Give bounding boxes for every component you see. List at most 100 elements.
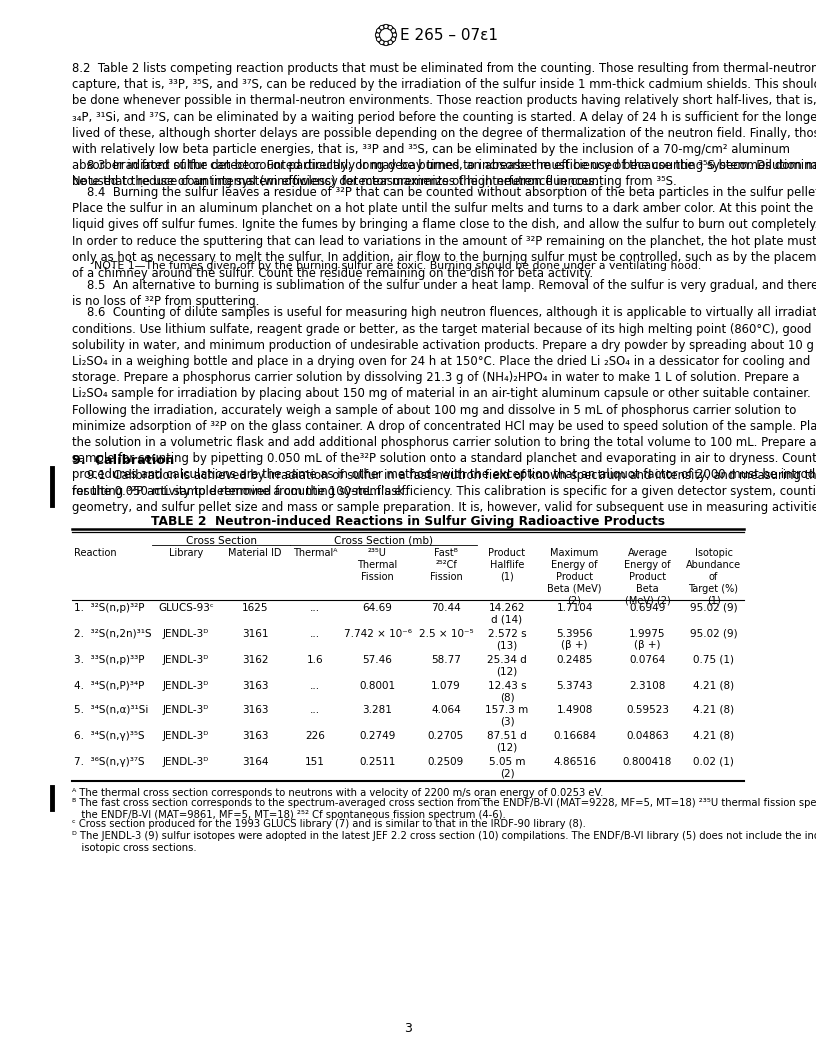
Text: 6.  ³⁴S(n,γ)³⁵S: 6. ³⁴S(n,γ)³⁵S — [74, 731, 144, 741]
Text: 151: 151 — [305, 757, 325, 767]
Text: ...: ... — [310, 603, 320, 612]
Text: 0.2705: 0.2705 — [428, 731, 464, 741]
Text: Material ID: Material ID — [228, 548, 282, 558]
Text: 0.6949: 0.6949 — [629, 603, 666, 612]
Circle shape — [391, 37, 396, 41]
Text: ...: ... — [310, 705, 320, 715]
Text: TABLE 2  Neutron-induced Reactions in Sulfur Giving Radioactive Products: TABLE 2 Neutron-induced Reactions in Sul… — [151, 515, 665, 528]
Text: ...: ... — [310, 629, 320, 639]
Text: 0.02 (1): 0.02 (1) — [693, 757, 734, 767]
Text: 70.44: 70.44 — [431, 603, 461, 612]
Text: ...: ... — [310, 681, 320, 691]
Text: 4.86516: 4.86516 — [553, 757, 596, 767]
Text: NOTE 1—The fumes given off by the burning sulfur are toxic. Burning should be do: NOTE 1—The fumes given off by the burnin… — [94, 261, 701, 270]
Text: 0.2511: 0.2511 — [359, 757, 396, 767]
Text: 5.3956
(β +): 5.3956 (β +) — [557, 629, 592, 650]
Text: 25.34 d
(12): 25.34 d (12) — [487, 655, 527, 677]
Text: ᴮ The fast cross section corresponds to the spectrum-averaged cross section from: ᴮ The fast cross section corresponds to … — [72, 798, 816, 821]
Text: JENDL-3ᴰ: JENDL-3ᴰ — [163, 681, 209, 691]
Text: GLUCS-93ᶜ: GLUCS-93ᶜ — [158, 603, 214, 612]
Text: JENDL-3ᴰ: JENDL-3ᴰ — [163, 655, 209, 665]
Text: Reaction: Reaction — [74, 548, 117, 558]
Text: 0.8001: 0.8001 — [359, 681, 396, 691]
Text: 3.281: 3.281 — [362, 705, 392, 715]
Text: ᶜ Cross section produced for the 1993 GLUCS library (7) and is similar to that i: ᶜ Cross section produced for the 1993 GL… — [72, 819, 586, 829]
Text: JENDL-3ᴰ: JENDL-3ᴰ — [163, 629, 209, 639]
Text: 1.6: 1.6 — [307, 655, 323, 665]
Text: E 265 – 07ε1: E 265 – 07ε1 — [400, 27, 498, 42]
Text: 1.4908: 1.4908 — [557, 705, 592, 715]
Text: Cross Section: Cross Section — [185, 535, 256, 546]
Text: Cross Section (mb): Cross Section (mb) — [334, 535, 433, 546]
Text: 3: 3 — [404, 1022, 412, 1035]
Text: 9.  Calibration: 9. Calibration — [72, 454, 175, 467]
Text: 58.77: 58.77 — [431, 655, 461, 665]
Text: 3163: 3163 — [242, 731, 268, 741]
Circle shape — [392, 33, 397, 37]
Text: 87.51 d
(12): 87.51 d (12) — [487, 731, 527, 753]
Text: 0.2749: 0.2749 — [359, 731, 396, 741]
Text: 0.0764: 0.0764 — [629, 655, 666, 665]
Text: 0.16684: 0.16684 — [553, 731, 596, 741]
Text: 12.43 s
(8): 12.43 s (8) — [488, 681, 526, 702]
Text: 1.  ³²S(n,p)³²P: 1. ³²S(n,p)³²P — [74, 603, 144, 612]
Circle shape — [388, 40, 392, 44]
Text: Fastᴮ
²⁵²Cf
Fission: Fastᴮ ²⁵²Cf Fission — [430, 548, 463, 582]
Text: 8.6  Counting of dilute samples is useful for measuring high neutron fluences, a: 8.6 Counting of dilute samples is useful… — [72, 306, 816, 497]
Text: 7.  ³⁶S(n,γ)³⁷S: 7. ³⁶S(n,γ)³⁷S — [74, 757, 144, 767]
Circle shape — [376, 29, 381, 33]
Text: 3163: 3163 — [242, 681, 268, 691]
Text: 9.1  Calibration is achieved by irradiation of sulfur in a fast-neutron field of: 9.1 Calibration is achieved by irradiati… — [72, 469, 816, 514]
Text: 5.05 m
(2): 5.05 m (2) — [489, 757, 526, 778]
Text: 7.742 × 10⁻⁶: 7.742 × 10⁻⁶ — [344, 629, 411, 639]
Text: 4.21 (8): 4.21 (8) — [693, 681, 734, 691]
Text: 8.3  Irradiated sulfur can be counted directly, or may be burned to increase the: 8.3 Irradiated sulfur can be counted dir… — [72, 158, 816, 188]
Text: 5.3743: 5.3743 — [557, 681, 592, 691]
Text: 0.800418: 0.800418 — [623, 757, 672, 767]
Circle shape — [388, 25, 392, 30]
Text: 4.21 (8): 4.21 (8) — [693, 731, 734, 741]
Text: 1625: 1625 — [242, 603, 268, 612]
Circle shape — [375, 33, 379, 37]
Text: 2.5 × 10⁻⁵: 2.5 × 10⁻⁵ — [419, 629, 473, 639]
Text: 95.02 (9): 95.02 (9) — [690, 629, 738, 639]
Text: Thermalᴬ: Thermalᴬ — [293, 548, 337, 558]
Circle shape — [384, 24, 388, 29]
Text: 3.  ³³S(n,p)³³P: 3. ³³S(n,p)³³P — [74, 655, 144, 665]
Text: 157.3 m
(3): 157.3 m (3) — [486, 705, 529, 727]
Text: Library: Library — [169, 548, 203, 558]
Text: JENDL-3ᴰ: JENDL-3ᴰ — [163, 757, 209, 767]
Text: 8.2  Table 2 lists competing reaction products that must be eliminated from the : 8.2 Table 2 lists competing reaction pro… — [72, 62, 816, 188]
Text: 95.02 (9): 95.02 (9) — [690, 603, 738, 612]
Text: 14.262
d (14): 14.262 d (14) — [489, 603, 526, 624]
Text: 64.69: 64.69 — [362, 603, 392, 612]
Text: 4.064: 4.064 — [431, 705, 461, 715]
Text: Isotopic
Abundance
of
Target (%)
(1): Isotopic Abundance of Target (%) (1) — [686, 548, 741, 606]
Text: 226: 226 — [305, 731, 325, 741]
Text: 5.  ³⁴S(n,α)³¹Si: 5. ³⁴S(n,α)³¹Si — [74, 705, 149, 715]
Text: JENDL-3ᴰ: JENDL-3ᴰ — [163, 731, 209, 741]
Text: 8.4  Burning the sulfur leaves a residue of ³²P that can be counted without abso: 8.4 Burning the sulfur leaves a residue … — [72, 186, 816, 280]
Text: ᴬ The thermal cross section corresponds to neutrons with a velocity of 2200 m/s : ᴬ The thermal cross section corresponds … — [72, 787, 603, 797]
Text: 0.75 (1): 0.75 (1) — [693, 655, 734, 665]
Text: 3161: 3161 — [242, 629, 268, 639]
Circle shape — [391, 29, 396, 33]
Text: 3164: 3164 — [242, 757, 268, 767]
Text: 2.572 s
(13): 2.572 s (13) — [488, 629, 526, 650]
Text: 0.2509: 0.2509 — [428, 757, 464, 767]
Text: 2.3108: 2.3108 — [629, 681, 666, 691]
Text: 0.2485: 0.2485 — [557, 655, 592, 665]
Text: 1.079: 1.079 — [431, 681, 461, 691]
Circle shape — [384, 41, 388, 45]
Text: ᴰ The JENDL-3 (9) sulfur isotopes were adopted in the latest JEF 2.2 cross secti: ᴰ The JENDL-3 (9) sulfur isotopes were a… — [72, 831, 816, 853]
Text: 2.  ³²S(n,2n)³¹S: 2. ³²S(n,2n)³¹S — [74, 629, 152, 639]
Text: 3162: 3162 — [242, 655, 268, 665]
Text: 1.7104: 1.7104 — [557, 603, 592, 612]
Circle shape — [376, 37, 381, 41]
Text: Maximum
Energy of
Product
Beta (MeV)
(2): Maximum Energy of Product Beta (MeV) (2) — [548, 548, 601, 606]
Text: 4.21 (8): 4.21 (8) — [693, 705, 734, 715]
Text: 4.  ³⁴S(n,P)³⁴P: 4. ³⁴S(n,P)³⁴P — [74, 681, 144, 691]
Text: Average
Energy of
Product
Beta
(MeV) (2): Average Energy of Product Beta (MeV) (2) — [624, 548, 671, 606]
Text: JENDL-3ᴰ: JENDL-3ᴰ — [163, 705, 209, 715]
Text: 1.9975
(β +): 1.9975 (β +) — [629, 629, 666, 650]
